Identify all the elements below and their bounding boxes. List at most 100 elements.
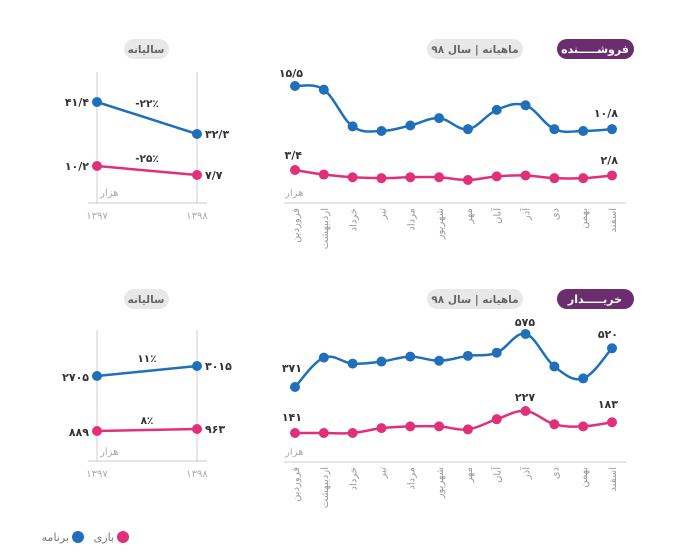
yearly-pill-label: سالیانه xyxy=(128,294,165,306)
data-label: ۱۸۳ xyxy=(598,398,618,411)
data-point xyxy=(491,171,502,182)
data-label: ۷/۷ xyxy=(205,169,223,182)
data-label: ۸۸۹ xyxy=(69,426,89,439)
data-label: ۲۷۰۵ xyxy=(62,371,89,384)
month-label: تیر xyxy=(377,208,388,221)
legend-game-label: بازی xyxy=(94,531,114,544)
data-point xyxy=(549,173,560,184)
change-label: ۱۱٪ xyxy=(137,353,156,365)
data-point xyxy=(290,81,300,91)
unit-label: هزار xyxy=(284,447,303,458)
month-label: فروردین xyxy=(291,208,302,243)
data-point xyxy=(578,173,589,184)
series-line-app xyxy=(294,332,613,388)
data-label: ۹۶۳ xyxy=(205,423,225,436)
data-label: ۳۷۱ xyxy=(282,362,302,375)
data-point xyxy=(434,172,445,183)
change-label: -۲۵٪ xyxy=(135,153,159,165)
data-point xyxy=(491,414,502,425)
data-point xyxy=(192,170,202,180)
data-point xyxy=(290,382,300,392)
month-label: مرداد xyxy=(406,208,417,231)
yearly-pill-label: سالیانه xyxy=(128,44,165,56)
unit-label: هزار xyxy=(99,188,118,199)
month-label: فروردین xyxy=(291,467,302,502)
data-label: ۳۰۱۵ xyxy=(205,360,232,373)
data-point xyxy=(520,100,531,111)
data-point xyxy=(92,161,102,171)
seller-yearly-chart: سالیانه هزار ۱۳۹۷ ۱۳۹۸ ۴۱/۴ ۳۲/۳ ۱۰/۲ ۷/… xyxy=(65,39,229,222)
data-point xyxy=(92,371,102,381)
monthly-pill-label: ماهیانه | سال ۹۸ xyxy=(431,294,518,306)
data-label: ۳۲/۳ xyxy=(205,128,229,141)
data-point xyxy=(578,373,589,384)
series-line-app xyxy=(96,364,198,378)
data-point xyxy=(92,97,102,107)
data-point xyxy=(192,361,202,371)
data-point xyxy=(376,126,387,136)
data-label: ۵۷۵ xyxy=(515,316,535,329)
data-point xyxy=(376,173,387,184)
month-label: مهر xyxy=(464,208,475,224)
month-label: اردیبهشت xyxy=(320,467,331,508)
legend-app-marker xyxy=(72,531,84,543)
month-label: آذر xyxy=(520,466,533,480)
data-point xyxy=(434,421,445,432)
data-point xyxy=(405,421,416,432)
data-point xyxy=(290,165,300,175)
buyer-badge-label: خریـــــدار xyxy=(567,293,622,306)
seller-monthly-chart: فروشـــــنده ماهیانه | سال ۹۸ هزار فرورد… xyxy=(279,39,634,249)
data-point xyxy=(290,428,300,438)
data-point xyxy=(462,175,473,185)
series-line-app xyxy=(96,100,198,136)
data-label: ۱۴۱ xyxy=(282,411,302,424)
data-point xyxy=(92,426,102,436)
month-label: اردیبهشت xyxy=(320,208,331,249)
month-label: آذر xyxy=(520,207,533,221)
unit-label: هزار xyxy=(284,188,303,199)
month-label: تیر xyxy=(377,467,388,480)
month-label: دی xyxy=(550,467,561,479)
month-label: شهریور xyxy=(435,208,446,240)
data-label: ۲/۸ xyxy=(601,154,619,167)
month-label: آبان xyxy=(491,207,504,224)
data-point xyxy=(607,124,617,135)
data-point xyxy=(520,406,531,416)
data-label: ۱۵/۵ xyxy=(279,67,303,80)
data-point xyxy=(520,329,531,339)
data-point xyxy=(318,428,329,438)
data-point xyxy=(347,121,358,132)
data-point xyxy=(607,343,617,354)
buyer-monthly-chart: خریـــــدار ماهیانه | سال ۹۸ هزار فروردی… xyxy=(282,289,634,508)
month-label: آبان xyxy=(491,466,504,483)
month-label: اسفند xyxy=(608,208,619,232)
data-point xyxy=(376,423,387,434)
data-point xyxy=(578,126,589,136)
change-label: ۸٪ xyxy=(141,415,154,427)
month-label: بهمن xyxy=(579,467,590,488)
seller-badge xyxy=(557,39,634,59)
data-point xyxy=(434,355,445,366)
data-point xyxy=(434,113,445,124)
data-point xyxy=(462,424,473,435)
series-line-app xyxy=(294,84,613,134)
data-label: ۳/۴ xyxy=(285,149,303,162)
data-point xyxy=(607,170,617,181)
month-label: اسفند xyxy=(608,467,619,491)
data-label: ۱۰/۲ xyxy=(65,160,89,173)
month-label: بهمن xyxy=(579,208,590,229)
monthly-pill-label: ماهیانه | سال ۹۸ xyxy=(431,44,518,56)
seller-badge-label: فروشـــــنده xyxy=(561,43,629,56)
monthly-pill xyxy=(427,289,523,309)
data-point xyxy=(491,347,502,358)
legend-game-marker xyxy=(117,531,129,543)
month-label: مرداد xyxy=(406,467,417,490)
data-point xyxy=(405,351,416,362)
month-label: خرداد xyxy=(349,208,360,231)
data-point xyxy=(607,417,617,428)
data-point xyxy=(549,419,560,430)
data-point xyxy=(347,358,358,369)
change-label: -۲۲٪ xyxy=(135,98,159,110)
buyer-yearly-chart: سالیانه هزار ۱۳۹۷ ۱۳۹۸ ۲۷۰۵ ۳۰۱۵ ۸۸۹ ۹۶۳… xyxy=(62,289,232,480)
